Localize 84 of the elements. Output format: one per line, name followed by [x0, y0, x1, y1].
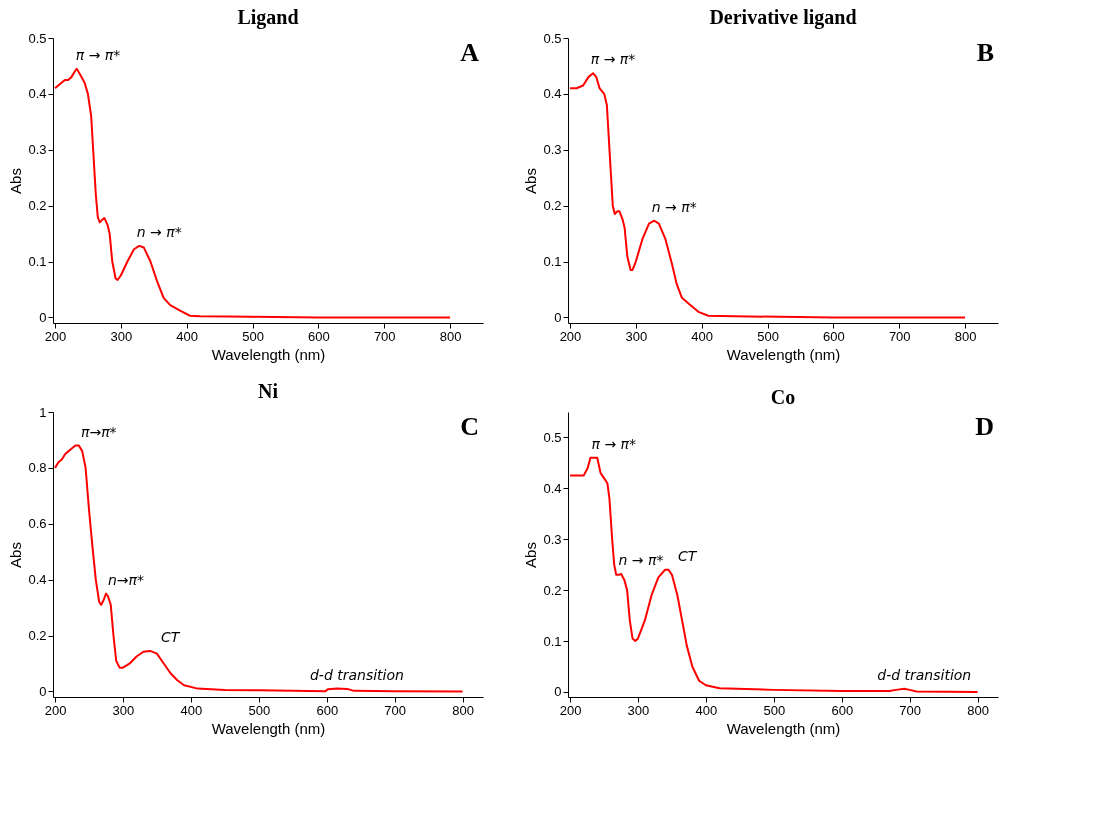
- annotation: C: [460, 412, 479, 441]
- chart-title: Co: [770, 386, 796, 408]
- x-tick-label: 400: [176, 328, 199, 344]
- y-tick-label: 0: [554, 684, 562, 700]
- x-tick-label: 700: [373, 328, 396, 344]
- y-tick-label: 0.4: [543, 86, 562, 102]
- annotation: CT: [160, 628, 181, 645]
- x-axis-title: Wavelength (nm): [211, 345, 326, 363]
- annotation: n → π*: [136, 223, 182, 240]
- x-tick-label: 300: [625, 328, 648, 344]
- annotation: n→π*: [107, 571, 145, 588]
- x-tick-label: 400: [695, 702, 718, 718]
- line-series: [54, 444, 464, 693]
- x-tick-label: 300: [112, 702, 135, 718]
- y-tick-label: 0.6: [28, 516, 47, 532]
- y-tick-label: 0.1: [543, 254, 562, 270]
- line-series: [569, 456, 979, 693]
- x-tick-label: 600: [316, 702, 339, 718]
- x-tick-label: 800: [452, 702, 474, 718]
- x-tick-label: 300: [110, 328, 133, 344]
- x-tick-label: 400: [691, 328, 714, 344]
- y-tick-label: 0.3: [543, 142, 562, 158]
- x-tick-label: 400: [180, 702, 203, 718]
- x-tick-label: 200: [44, 328, 67, 344]
- x-tick-label: 300: [627, 702, 650, 718]
- annotation: π→π*: [81, 423, 117, 440]
- annotation: d-d transition: [309, 666, 404, 683]
- x-axis-title: Wavelength (nm): [211, 719, 326, 737]
- y-tick-label: 1: [39, 404, 47, 420]
- x-tick-label: 700: [384, 702, 407, 718]
- x-axis-title: Wavelength (nm): [726, 719, 841, 737]
- x-tick-label: 600: [823, 328, 845, 344]
- x-tick-label: 500: [757, 328, 779, 344]
- annotation: π → π*: [75, 46, 121, 63]
- y-axis-title: Abs: [522, 542, 540, 568]
- y-tick-label: 0.5: [543, 30, 562, 46]
- annotation: π → π*: [591, 435, 637, 452]
- y-tick-label: 0.1: [28, 254, 47, 270]
- annotation: n → π*: [651, 198, 697, 215]
- x-tick-label: 200: [559, 702, 582, 718]
- annotation: π → π*: [590, 51, 636, 68]
- y-tick-label: 0.2: [28, 628, 47, 644]
- line-series: [53, 67, 452, 319]
- y-tick-label: 0: [39, 683, 47, 699]
- y-tick-label: 0.1: [543, 633, 562, 649]
- y-axis-title: Abs: [7, 542, 25, 568]
- annotation: B: [976, 38, 994, 67]
- y-tick-label: 0.5: [28, 30, 47, 46]
- y-axis-title: Abs: [7, 168, 25, 194]
- y-tick-label: 0: [554, 309, 562, 325]
- annotation: D: [975, 412, 994, 441]
- x-tick-label: 800: [439, 328, 462, 344]
- x-tick-label: 800: [967, 702, 989, 718]
- y-tick-label: 0.4: [543, 480, 562, 496]
- y-tick-label: 0.4: [28, 86, 47, 102]
- line-series: [568, 72, 967, 319]
- x-tick-label: 700: [899, 702, 922, 718]
- x-tick-label: 600: [308, 328, 330, 344]
- y-tick-label: 0.2: [543, 198, 562, 214]
- x-tick-label: 200: [559, 328, 582, 344]
- chart-title: Ligand: [237, 6, 299, 29]
- y-tick-label: 0.2: [28, 198, 47, 214]
- annotation: A: [460, 38, 480, 67]
- y-tick-label: 0.4: [28, 572, 47, 588]
- y-axis-title: Abs: [522, 168, 540, 194]
- y-tick-label: 0.8: [28, 460, 47, 476]
- annotation: d-d transition: [877, 666, 972, 683]
- x-tick-label: 500: [242, 328, 264, 344]
- x-tick-label: 200: [44, 702, 67, 718]
- chart-title: Ni: [258, 380, 279, 402]
- x-axis-title: Wavelength (nm): [726, 345, 841, 363]
- y-tick-label: 0.3: [28, 142, 47, 158]
- x-tick-label: 500: [763, 702, 786, 718]
- y-tick-label: 0.5: [543, 429, 562, 445]
- annotation: CT: [678, 547, 698, 564]
- x-tick-label: 800: [954, 328, 977, 344]
- y-tick-label: 0: [39, 309, 47, 325]
- y-tick-label: 0.2: [543, 582, 562, 598]
- annotation: n → π*: [618, 551, 664, 568]
- x-tick-label: 700: [888, 328, 911, 344]
- chart-title: Derivative ligand: [709, 6, 857, 29]
- x-tick-label: 500: [248, 702, 271, 718]
- x-tick-label: 600: [831, 702, 854, 718]
- y-tick-label: 0.3: [543, 531, 562, 547]
